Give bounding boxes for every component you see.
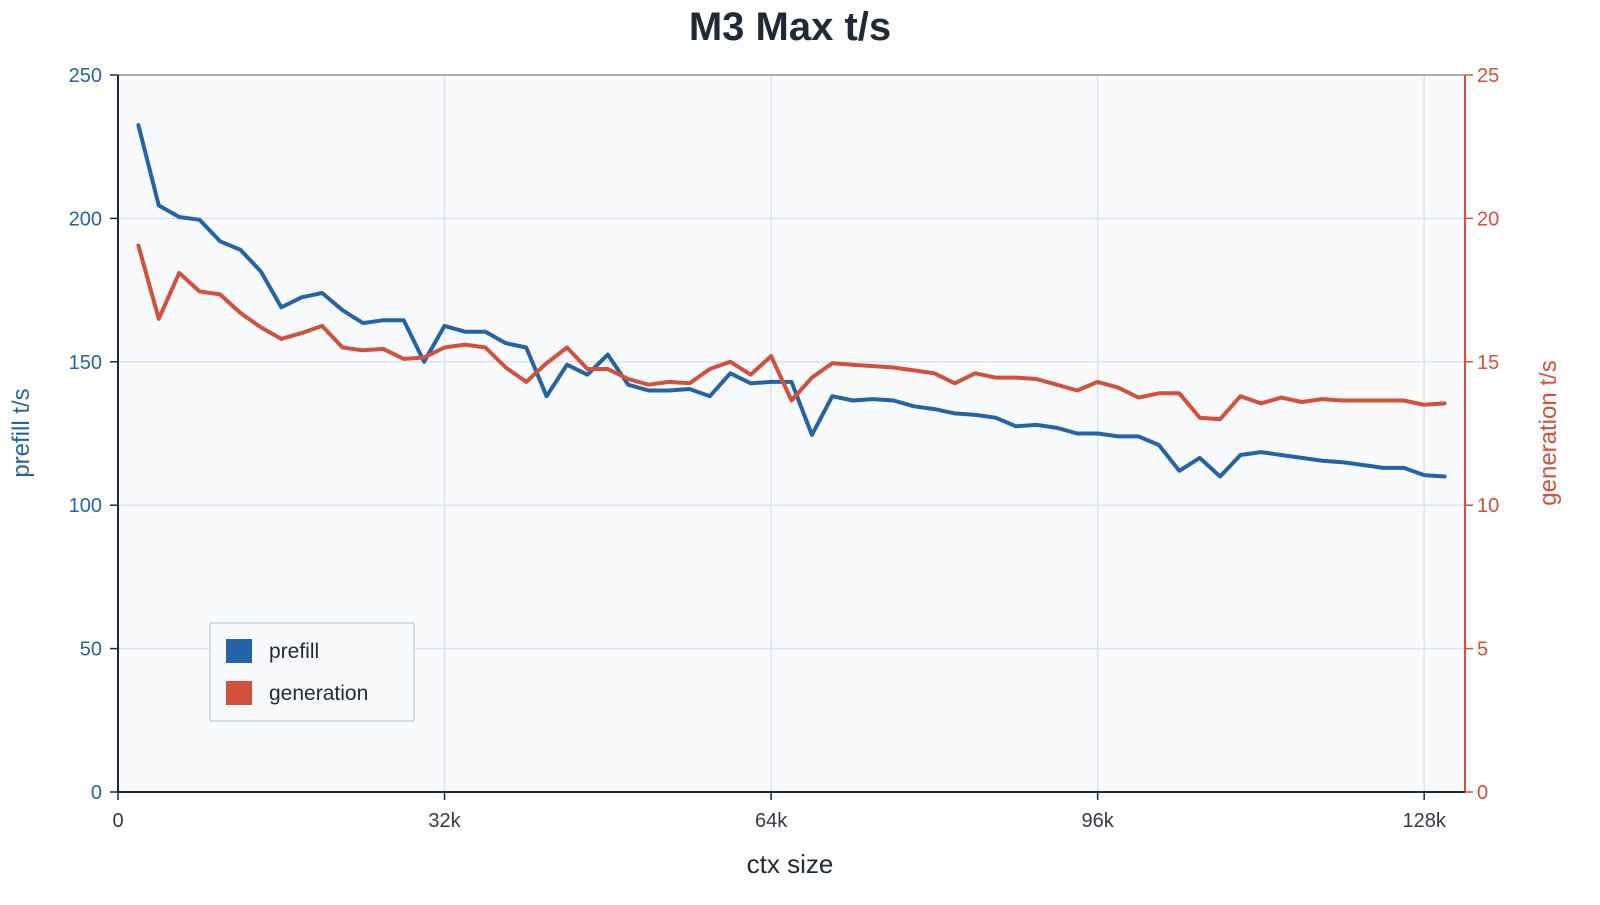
x-tick-label: 128k (1402, 810, 1446, 832)
right-tick-label: 15 (1477, 352, 1499, 374)
x-tick-label: 64k (755, 810, 788, 832)
x-tick-label: 32k (428, 810, 461, 832)
legend-swatch-prefill (226, 639, 252, 663)
series-line-prefill (136, 123, 1447, 479)
x-axis-title: ctx size (747, 849, 834, 879)
right-tick-label: 5 (1477, 639, 1488, 661)
left-tick-label: 0 (91, 782, 102, 804)
right-tick-label: 25 (1477, 65, 1499, 87)
left-tick-label: 250 (69, 65, 102, 87)
right-axis-title: generation t/s (1535, 360, 1562, 505)
legend-label-prefill: prefill (269, 640, 319, 663)
series-lines (136, 123, 1447, 479)
series-line-generation (136, 243, 1447, 422)
legend-swatch-generation (226, 681, 252, 705)
legend-label-generation: generation (269, 682, 368, 705)
legend: prefill generation (209, 622, 415, 722)
left-tick-label: 200 (69, 208, 102, 230)
right-tick-label: 0 (1477, 782, 1488, 804)
chart-title: M3 Max t/s (689, 5, 891, 49)
axes (110, 74, 1473, 800)
x-tick-label: 96k (1082, 810, 1115, 832)
right-tick-label: 20 (1477, 208, 1499, 230)
left-tick-label: 150 (69, 352, 102, 374)
left-tick-label: 100 (69, 495, 102, 517)
right-tick-label: 10 (1477, 495, 1499, 517)
legend-box (209, 622, 415, 722)
x-tick-label: 0 (112, 810, 123, 832)
left-axis-title: prefill t/s (8, 388, 35, 477)
left-tick-label: 50 (80, 639, 102, 661)
